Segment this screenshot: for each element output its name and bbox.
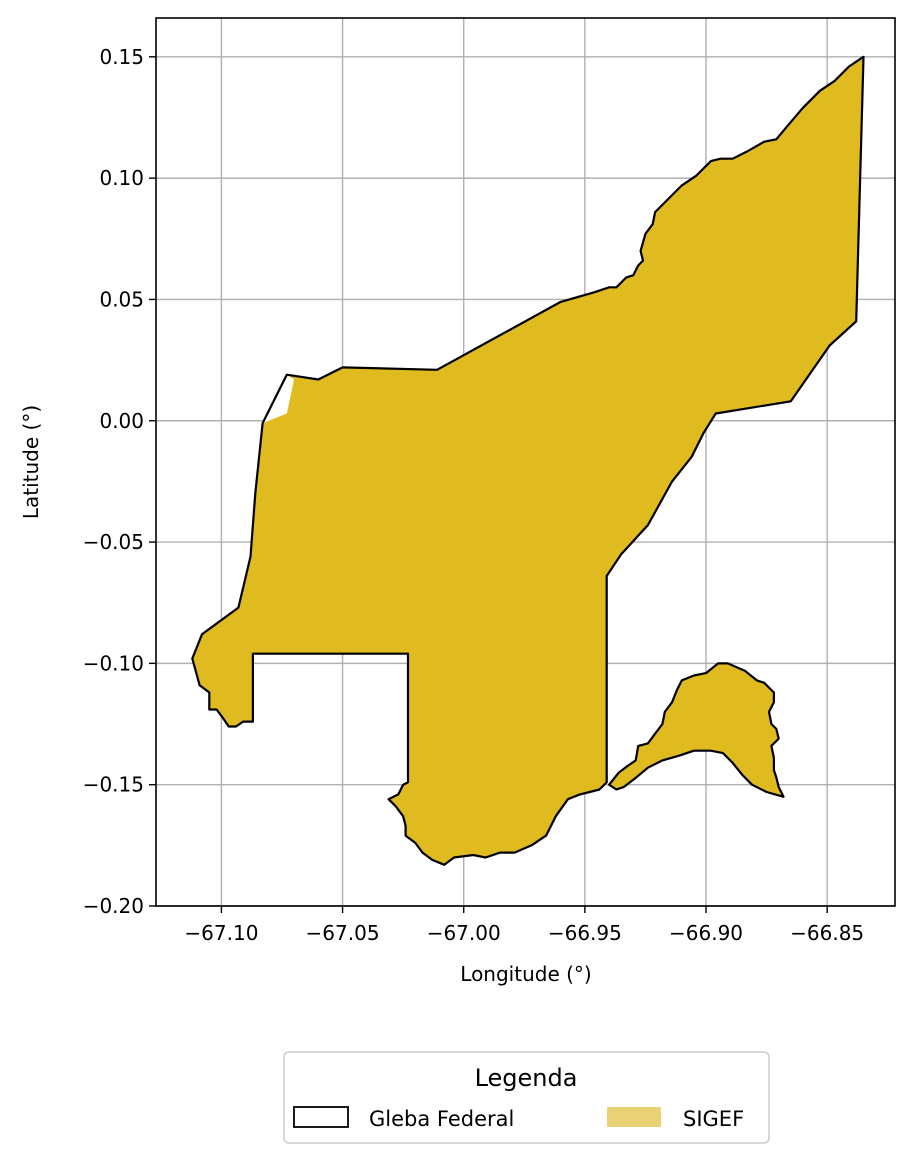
sigef-uncovered-area xyxy=(262,374,295,424)
y-axis-label: Latitude (°) xyxy=(19,405,43,519)
y-tick-label: 0.15 xyxy=(99,45,144,69)
legend-label-gleba: Gleba Federal xyxy=(369,1107,514,1131)
x-tick-label: −66.95 xyxy=(548,921,622,945)
plot-frame xyxy=(155,17,896,907)
gleba-outline-main xyxy=(191,55,865,866)
legend-title: Legenda xyxy=(475,1064,578,1092)
y-tick-label: −0.05 xyxy=(83,530,144,554)
x-tick-label: −67.05 xyxy=(306,921,380,945)
y-tick-label: 0.00 xyxy=(99,409,144,433)
gleba-federal-layer xyxy=(191,55,865,866)
y-tick-label: 0.10 xyxy=(99,166,144,190)
gleba-outline-east xyxy=(608,662,785,798)
y-axis-ticks: 0.15 0.10 0.05 0.00 −0.05 −0.10 −0.15 −0.20 xyxy=(83,45,156,918)
y-tick-label: 0.05 xyxy=(99,287,144,311)
legend: Legenda Gleba Federal SIGEF xyxy=(283,1051,770,1144)
x-tick-label: −67.00 xyxy=(427,921,501,945)
x-axis-label: Longitude (°) xyxy=(460,962,591,986)
x-axis-ticks: −67.10 −67.05 −67.00 −66.95 −66.90 −66.85 xyxy=(184,906,864,945)
y-tick-label: −0.20 xyxy=(83,894,144,918)
y-tick-label: −0.15 xyxy=(83,773,144,797)
y-tick-label: −0.10 xyxy=(83,651,144,675)
sigef-layer xyxy=(192,56,864,865)
legend-swatch-gleba xyxy=(293,1106,349,1128)
x-tick-label: −67.10 xyxy=(184,921,258,945)
legend-label-sigef: SIGEF xyxy=(683,1107,744,1131)
x-tick-label: −66.90 xyxy=(669,921,743,945)
x-tick-label: −66.85 xyxy=(790,921,864,945)
sigef-polygon-main xyxy=(192,56,864,865)
legend-swatch-sigef xyxy=(607,1107,661,1127)
sigef-polygon-east xyxy=(609,663,784,797)
